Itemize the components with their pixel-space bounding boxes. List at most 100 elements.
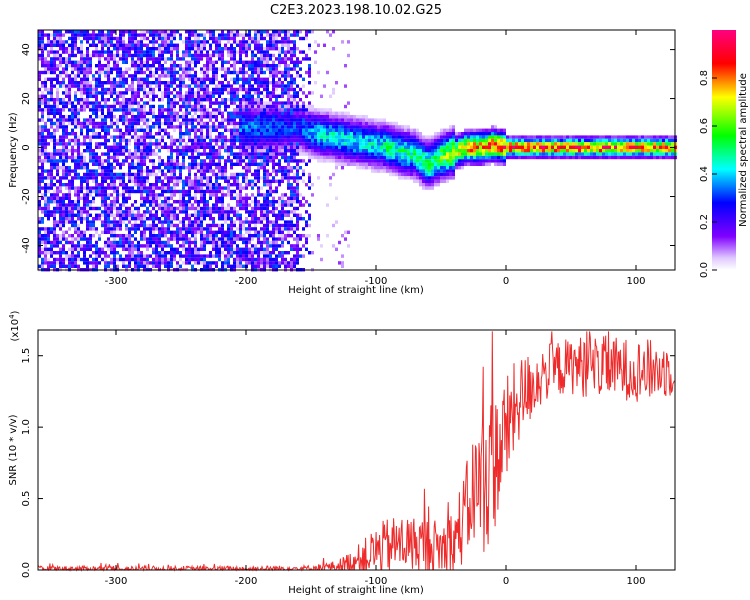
heatmap-cell (155, 70, 158, 75)
heatmap-cell (116, 240, 119, 245)
heatmap-cell (155, 118, 158, 122)
heatmap-cell (143, 115, 146, 119)
heatmap-cell (50, 159, 53, 163)
heatmap-cell (284, 210, 287, 214)
heatmap-cell (74, 33, 77, 37)
heatmap-cell (233, 101, 236, 105)
heatmap-cell (98, 247, 101, 251)
heatmap-cell (281, 149, 284, 153)
heatmap-cell (194, 74, 197, 78)
heatmap-cell (173, 36, 176, 41)
heatmap-cell (86, 196, 89, 200)
heatmap-cell (278, 166, 281, 170)
heatmap-cell (92, 94, 95, 98)
heatmap-cell (92, 135, 95, 139)
heatmap-cell (71, 101, 74, 105)
heatmap-cell (104, 121, 107, 126)
heatmap-cell (212, 67, 215, 71)
heatmap-cell (113, 227, 116, 231)
heatmap-cell (47, 251, 50, 255)
heatmap-cell (209, 60, 212, 64)
heatmap-cell (50, 138, 53, 143)
heatmap-cell (263, 118, 266, 122)
heatmap-cell (95, 115, 98, 119)
heatmap-cell (71, 257, 74, 262)
heatmap-cell (188, 118, 191, 122)
heatmap-cell (122, 74, 125, 78)
heatmap-cell (74, 121, 77, 126)
heatmap-cell (188, 67, 191, 71)
heatmap-cell (74, 206, 77, 211)
heatmap-cell (254, 261, 257, 265)
heatmap-cell (221, 200, 224, 204)
heatmap-cell (89, 104, 92, 109)
heatmap-cell (197, 104, 200, 109)
heatmap-cell (170, 213, 173, 217)
heatmap-cell (41, 43, 44, 47)
heatmap-cell (176, 176, 179, 180)
heatmap-cell (98, 251, 101, 255)
heatmap-cell (86, 30, 89, 34)
heatmap-cell (251, 121, 254, 126)
heatmap-cell (188, 108, 191, 112)
heatmap-cell (185, 70, 188, 75)
heatmap-cell (239, 237, 242, 241)
heatmap-cell (140, 70, 143, 75)
heatmap-cell (245, 138, 248, 143)
heatmap-cell (266, 240, 269, 245)
heatmap-cell (146, 244, 149, 248)
heatmap-cell (269, 254, 272, 258)
heatmap-cell (176, 223, 179, 228)
heatmap-cell (38, 104, 41, 109)
heatmap-cell (209, 210, 212, 214)
heatmap-cell (257, 172, 260, 177)
heatmap-cell (212, 145, 215, 149)
heatmap-cell (233, 132, 236, 136)
heatmap-cell (80, 67, 83, 71)
heatmap-cell (116, 220, 119, 224)
heatmap-cell (251, 213, 254, 217)
heatmap-cell (260, 135, 263, 139)
heatmap-cell (170, 36, 173, 41)
heatmap-cell (68, 101, 71, 105)
heatmap-cell (167, 145, 170, 149)
heatmap-cell (284, 200, 287, 204)
heatmap-cell (227, 30, 230, 34)
heatmap-cell (302, 36, 305, 41)
heatmap-cell (248, 60, 251, 64)
heatmap-cell (68, 186, 71, 190)
heatmap-cell (44, 206, 47, 211)
heatmap-cell (197, 183, 200, 187)
heatmap-cell (284, 176, 287, 180)
heatmap-cell (146, 94, 149, 98)
heatmap-cell (125, 128, 128, 132)
heatmap-cell (158, 115, 161, 119)
heatmap-cell (239, 254, 242, 258)
heatmap-cell (113, 237, 116, 241)
heatmap-cell (143, 227, 146, 231)
heatmap-cell (56, 91, 59, 95)
heatmap-cell (248, 30, 251, 34)
heatmap-cell (317, 159, 320, 163)
heatmap-cell (47, 152, 50, 156)
heatmap-cell (170, 223, 173, 228)
heatmap-cell (278, 77, 281, 81)
heatmap-cell (134, 43, 137, 47)
heatmap-cell (254, 67, 257, 71)
heatmap-cell (272, 33, 275, 37)
heatmap-cell (41, 196, 44, 200)
heatmap-cell (215, 43, 218, 47)
heatmap-cell (134, 142, 137, 146)
heatmap-cell (218, 186, 221, 190)
heatmap-cell (146, 60, 149, 64)
heatmap-cell (89, 234, 92, 238)
heatmap-cell (245, 98, 248, 102)
heatmap-cell (194, 94, 197, 98)
heatmap-cell (95, 87, 98, 92)
heatmap-cell (251, 77, 254, 81)
heatmap-cell (188, 33, 191, 37)
heatmap-cell (221, 230, 224, 234)
heatmap-cell (227, 118, 230, 122)
heatmap-cell (254, 132, 257, 136)
heatmap-cell (137, 254, 140, 258)
